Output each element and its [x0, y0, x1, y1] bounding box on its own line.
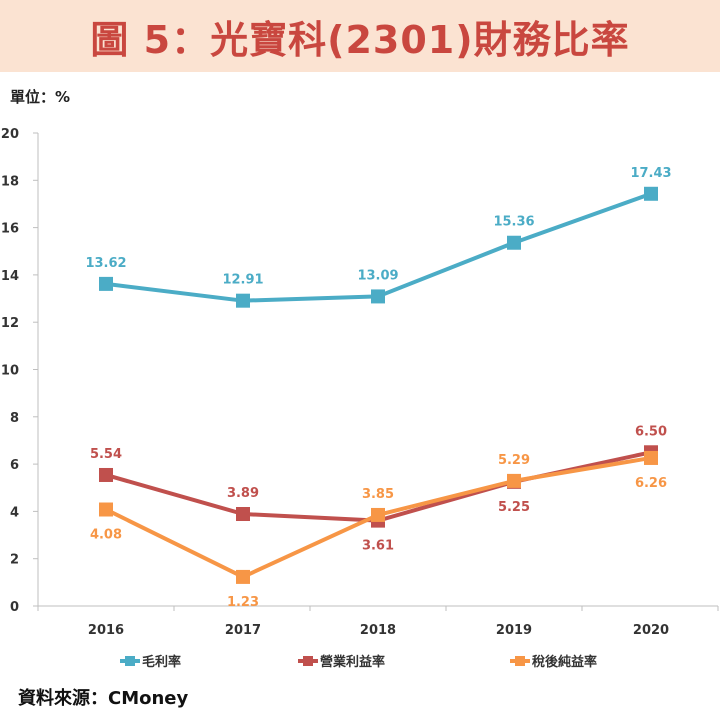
legend-label: 營業利益率 — [320, 654, 385, 670]
legend-swatch-marker — [125, 656, 135, 666]
y-tick-label: 16 — [1, 222, 19, 237]
legend-label: 毛利率 — [142, 654, 181, 670]
data-label: 15.36 — [493, 215, 534, 230]
data-point-marker — [644, 450, 658, 465]
y-tick-label: 4 — [10, 505, 19, 520]
data-label: 6.26 — [635, 476, 667, 491]
data-label: 13.62 — [85, 256, 126, 271]
x-tick-label: 2018 — [360, 623, 396, 638]
data-label: 17.43 — [630, 166, 671, 181]
y-tick-label: 10 — [1, 364, 19, 379]
data-label: 13.09 — [357, 268, 398, 283]
data-label: 6.50 — [635, 424, 667, 439]
chart-title: 圖 5：光寶科(2301)財務比率 — [90, 17, 630, 62]
series-line-0 — [105, 191, 652, 303]
data-point-marker — [99, 467, 113, 482]
x-tick-spacer — [38, 606, 73, 611]
legend-swatch-marker — [303, 656, 313, 666]
data-label: 5.54 — [90, 447, 122, 462]
data-point-marker — [236, 569, 250, 584]
data-label: 5.29 — [498, 453, 530, 468]
y-tick-label: 8 — [10, 411, 19, 426]
data-label: 4.08 — [90, 528, 122, 543]
data-label: 5.25 — [498, 500, 530, 515]
data-point-marker — [371, 507, 385, 522]
data-point-marker — [99, 502, 113, 517]
legend-swatch-marker — [515, 656, 525, 666]
y-tick-label: 14 — [1, 269, 19, 284]
data-point-marker — [507, 235, 521, 250]
y-tick-label: 20 — [1, 127, 19, 142]
data-point-marker — [99, 276, 113, 291]
data-label: 12.91 — [222, 273, 263, 288]
data-point-marker — [236, 293, 250, 308]
x-tick-label: 2019 — [496, 623, 532, 638]
x-tick-label: 2020 — [633, 623, 669, 638]
data-label: 1.23 — [227, 595, 259, 610]
x-tick-label: 2016 — [88, 623, 124, 638]
data-label: 3.61 — [362, 539, 394, 554]
y-tick-label: 0 — [10, 600, 19, 615]
data-label: 3.85 — [362, 487, 394, 502]
y-tick-label: 2 — [10, 553, 19, 568]
y-tick-label: 6 — [10, 458, 19, 473]
data-point-marker — [236, 507, 250, 522]
unit-label: 單位：% — [10, 88, 71, 106]
source-label: 資料來源：CMoney — [18, 688, 189, 709]
y-tick-label: 18 — [1, 174, 19, 189]
legend-label: 稅後純益率 — [532, 654, 597, 670]
data-point-marker — [644, 186, 658, 201]
data-point-marker — [371, 289, 385, 304]
y-tick-label: 12 — [1, 316, 19, 331]
x-tick-label: 2017 — [225, 623, 261, 638]
data-label: 3.89 — [227, 486, 259, 501]
title-banner: 圖 5：光寶科(2301)財務比率 — [0, 0, 720, 72]
data-point-marker — [507, 473, 521, 488]
